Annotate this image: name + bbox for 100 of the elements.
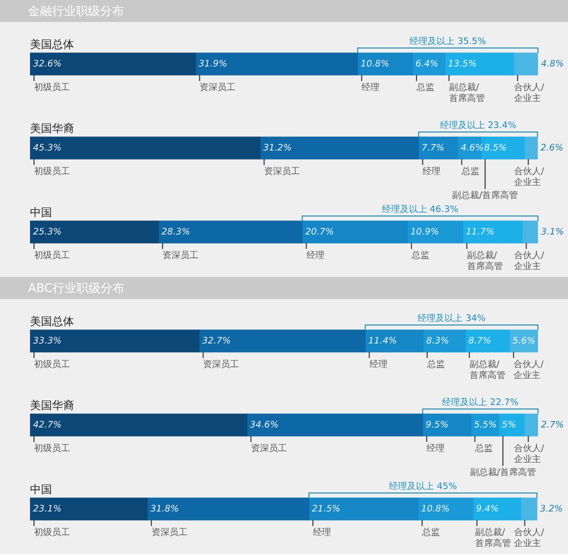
text: 副总裁/首席高管: [449, 82, 486, 104]
bar: [30, 220, 159, 244]
text: 副总裁/首席高管: [469, 360, 506, 381]
bar: [260, 136, 419, 160]
bar: [513, 52, 538, 76]
data-label: 8.7%: [468, 336, 492, 346]
text: 总监: [427, 360, 446, 370]
bar: [465, 330, 510, 352]
text: 资深员工: [203, 360, 240, 370]
text: 副总裁/首席高管: [470, 468, 536, 478]
data-label: 33.3%: [33, 336, 62, 346]
annotation: 经理及以上 23.4%: [440, 120, 517, 131]
text: 经理: [369, 360, 388, 370]
data-label: 32.7%: [202, 336, 231, 346]
bar: [444, 52, 514, 76]
data-label: 2.7%: [541, 420, 564, 430]
series-label: 初级员工: [34, 166, 70, 177]
category-label: 美国总体: [30, 38, 74, 51]
data-label: 3.1%: [541, 227, 564, 238]
bar: [147, 498, 310, 520]
data-label: 31.2%: [263, 143, 292, 154]
data-label: 13.5%: [448, 59, 477, 70]
bar: [524, 414, 538, 436]
annotation: 经理及以上 46.3%: [382, 204, 459, 215]
annotation: 经理及以上 35.5%: [410, 36, 487, 47]
category-label: 美国总体: [30, 315, 74, 328]
data-label: 45.3%: [33, 143, 62, 154]
data-label: 4.6%: [460, 143, 484, 154]
data-label: 10.8%: [360, 59, 390, 70]
text: 初级员工: [34, 250, 70, 261]
data-label: 42.7%: [33, 420, 62, 430]
text: 副总裁/首席高管: [452, 190, 518, 201]
data-label: 3.2%: [540, 504, 563, 514]
series-label: 资深员工: [264, 166, 300, 177]
data-label: 9.4%: [476, 504, 499, 514]
text: 合伙人/企业主: [514, 444, 544, 465]
bar: [246, 414, 424, 436]
data-label: 31.8%: [150, 504, 179, 514]
bar: [30, 414, 248, 436]
data-label: 21.5%: [312, 504, 340, 514]
annotation: 经理及以上 34%: [418, 313, 486, 324]
text: 资深员工: [162, 250, 199, 261]
bar: [198, 330, 366, 352]
text: 合伙人/企业主: [514, 528, 544, 549]
data-label: 2.6%: [540, 143, 564, 154]
bar: [524, 136, 538, 160]
category-label: 中国: [30, 206, 52, 219]
text: 初级员工: [34, 82, 70, 93]
bar: [422, 330, 466, 352]
series-label: 副总裁/首席高管: [474, 526, 511, 549]
data-label: 28.3%: [162, 227, 190, 238]
bar: [418, 498, 474, 520]
data-label: 5.5%: [474, 420, 497, 430]
series-label: 资深员工: [151, 526, 188, 538]
series-label: 合伙人/企业主: [514, 82, 545, 104]
annotation: 经理及以上 45%: [389, 481, 458, 492]
bar: [472, 498, 522, 520]
text: 经理: [426, 444, 445, 454]
data-label: 32.6%: [33, 59, 62, 70]
bar: [195, 52, 358, 76]
bar: [30, 136, 260, 160]
data-label: 8.5%: [484, 143, 507, 154]
data-label: 4.8%: [541, 59, 564, 70]
bar: [462, 220, 523, 244]
data-label: 11.7%: [466, 227, 494, 238]
series-label: 总监: [421, 526, 440, 538]
text: 总监: [411, 250, 430, 261]
bar: [407, 220, 464, 244]
bar: [498, 414, 525, 436]
text: 总监: [416, 82, 435, 93]
data-label: 10.9%: [410, 227, 440, 238]
category-label: 中国: [30, 483, 52, 496]
data-label: 23.1%: [33, 504, 62, 514]
data-label: 11.4%: [368, 336, 397, 346]
text: 经理: [306, 250, 324, 261]
data-label: 25.3%: [33, 227, 62, 238]
series-label: 经理: [312, 526, 331, 538]
text: 合伙人/企业主: [514, 250, 544, 272]
text: 经理: [362, 82, 380, 93]
bar: [30, 330, 200, 352]
text: 资深员工: [250, 444, 287, 454]
series-label: 经理: [422, 166, 441, 177]
text: 资深员工: [200, 82, 236, 93]
category-label: 美国华裔: [30, 399, 74, 412]
data-label: 8.3%: [426, 336, 450, 346]
bar: [30, 498, 148, 520]
data-label: 31.9%: [198, 59, 228, 70]
bar: [522, 220, 538, 244]
data-label: 5%: [502, 420, 516, 430]
bar: [30, 52, 196, 76]
annotation: 经理及以上 22.7%: [442, 397, 520, 408]
data-label: 7.7%: [422, 143, 444, 154]
data-label: 10.8%: [421, 504, 450, 514]
text: 初级员工: [34, 444, 70, 454]
series-label: 初级员工: [34, 526, 70, 538]
text: 总监: [474, 444, 493, 454]
data-label: 5.6%: [512, 336, 536, 346]
series-label: 副总裁/首席高管: [466, 250, 503, 272]
data-label: 9.5%: [426, 420, 449, 430]
series-label: 总监: [460, 166, 480, 177]
